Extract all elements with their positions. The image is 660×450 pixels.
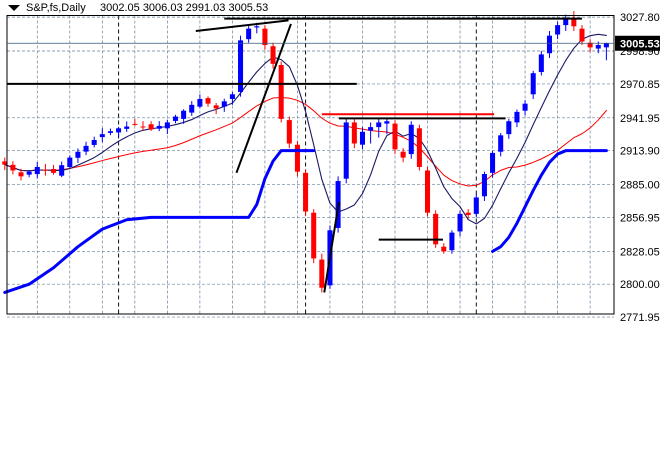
svg-text:2970.85: 2970.85 <box>620 79 660 91</box>
svg-text:2885.00: 2885.00 <box>620 180 660 192</box>
svg-text:2913.90: 2913.90 <box>620 146 660 158</box>
svg-text:S&P,fs,Daily: S&P,fs,Daily <box>26 2 86 14</box>
svg-text:2771.95: 2771.95 <box>620 312 660 324</box>
svg-text:3027.80: 3027.80 <box>620 12 660 24</box>
svg-text:3002.05 3006.03 2991.03 3005.5: 3002.05 3006.03 2991.03 3005.53 <box>100 2 268 14</box>
svg-text:2856.95: 2856.95 <box>620 212 660 224</box>
svg-text:3005.53: 3005.53 <box>620 38 660 50</box>
svg-text:2800.00: 2800.00 <box>620 279 660 291</box>
svg-text:2828.05: 2828.05 <box>620 246 660 258</box>
svg-text:2941.95: 2941.95 <box>620 113 660 125</box>
